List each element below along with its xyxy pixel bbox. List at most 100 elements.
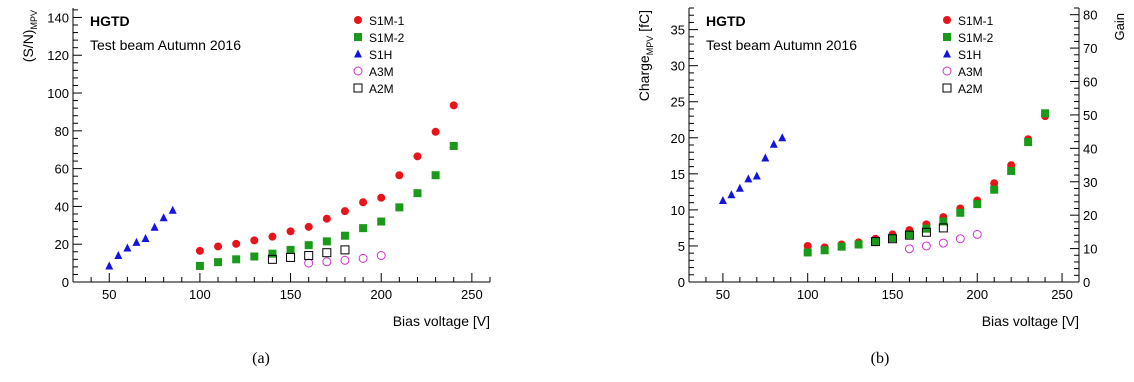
data-point bbox=[286, 227, 295, 236]
data-point bbox=[195, 246, 204, 255]
x-axis-title: Bias voltage [V] bbox=[982, 313, 1079, 329]
y2-tick-label: 70 bbox=[1083, 41, 1097, 56]
data-point bbox=[359, 198, 368, 207]
y2-tick-label: 20 bbox=[1083, 208, 1097, 223]
data-point bbox=[820, 246, 829, 255]
y-tick-label: 40 bbox=[55, 199, 69, 214]
data-point bbox=[921, 227, 931, 237]
data-point bbox=[904, 230, 914, 240]
data-point bbox=[956, 208, 965, 217]
data-point bbox=[214, 242, 223, 251]
data-point bbox=[1041, 109, 1050, 118]
data-point bbox=[431, 127, 440, 136]
series-s1h bbox=[718, 133, 787, 205]
data-point bbox=[718, 196, 727, 205]
y-tick-label: 25 bbox=[671, 95, 685, 110]
data-point bbox=[727, 190, 736, 199]
y-axis-title-unit: [fC] bbox=[636, 10, 652, 32]
legend-marker-a3m bbox=[942, 66, 952, 76]
data-point bbox=[837, 242, 846, 251]
data-point bbox=[286, 252, 296, 262]
data-point bbox=[377, 193, 386, 202]
y-axis-title: ChargeMPV [fC] bbox=[636, 10, 655, 101]
data-point bbox=[735, 183, 744, 192]
legend-label: A3M bbox=[369, 65, 394, 79]
data-point bbox=[359, 224, 368, 233]
data-point bbox=[449, 101, 458, 110]
data-point bbox=[322, 248, 332, 258]
data-point bbox=[214, 258, 223, 267]
data-point bbox=[888, 234, 897, 243]
y-tick-label: 140 bbox=[47, 10, 69, 25]
x-tick-label: 250 bbox=[1051, 287, 1073, 302]
data-point bbox=[304, 222, 313, 231]
data-point bbox=[250, 236, 259, 245]
data-point bbox=[268, 232, 277, 241]
data-point bbox=[376, 251, 386, 261]
data-point bbox=[268, 249, 277, 258]
data-point bbox=[778, 133, 787, 142]
data-point bbox=[395, 203, 404, 212]
data-point bbox=[114, 251, 123, 260]
y-tick-label: 120 bbox=[47, 48, 69, 63]
data-point bbox=[854, 240, 863, 249]
annotation-experiment: HGTD bbox=[90, 13, 130, 29]
legend-label: S1M-2 bbox=[958, 31, 994, 45]
x-tick-label: 50 bbox=[102, 287, 116, 302]
y-axis-title-subscript: MPV bbox=[29, 10, 39, 30]
data-point bbox=[286, 245, 295, 254]
data-point bbox=[871, 237, 881, 247]
y-axis-title-main: (S/N) bbox=[20, 30, 36, 63]
legend-label: A3M bbox=[958, 65, 983, 79]
y2-tick-label: 80 bbox=[1083, 8, 1097, 23]
x-axis-title: Bias voltage [V] bbox=[393, 313, 490, 329]
y-tick-label: 20 bbox=[55, 237, 69, 252]
legend-label: S1M-2 bbox=[369, 31, 405, 45]
data-point bbox=[322, 237, 331, 246]
y-axis-title: (S/N)MPV bbox=[20, 10, 39, 62]
y-tick-label: 35 bbox=[671, 23, 685, 38]
data-point bbox=[972, 229, 982, 239]
data-point bbox=[159, 213, 168, 222]
data-point bbox=[232, 239, 241, 248]
x-tick-label: 100 bbox=[189, 287, 211, 302]
series-s1m-2 bbox=[803, 109, 1050, 257]
data-point bbox=[232, 255, 241, 264]
data-point bbox=[938, 223, 948, 233]
chart-panel-b: 50 100 150 200 250 0 5 10 15 20 25 30 35 0 10 20 30 40 50 6… bbox=[636, 7, 1127, 329]
data-point bbox=[973, 200, 982, 209]
legend-marker-a3m bbox=[353, 66, 363, 76]
data-point bbox=[1007, 166, 1016, 175]
data-point bbox=[752, 171, 761, 180]
data-point bbox=[105, 261, 114, 270]
data-point bbox=[955, 234, 965, 244]
data-point bbox=[921, 241, 931, 251]
legend-label: S1M-1 bbox=[958, 14, 994, 28]
legend-label: A2M bbox=[958, 82, 983, 96]
legend-label: S1M-1 bbox=[369, 14, 405, 28]
legend-marker-a2m bbox=[353, 83, 363, 93]
y-tick-label: 20 bbox=[671, 131, 685, 146]
legend-marker-s1m-1 bbox=[354, 16, 362, 24]
data-point bbox=[132, 237, 141, 246]
data-point bbox=[990, 179, 999, 188]
legend-marker-s1m-1 bbox=[943, 16, 951, 24]
series-a2m bbox=[267, 245, 350, 264]
x-tick-label: 150 bbox=[280, 287, 302, 302]
legend-marker-s1m-2 bbox=[943, 33, 951, 41]
data-point bbox=[304, 258, 314, 268]
data-point bbox=[267, 254, 277, 264]
data-point bbox=[340, 231, 349, 240]
y-tick-label: 60 bbox=[55, 162, 69, 177]
data-point bbox=[168, 205, 177, 214]
series-s1m-1 bbox=[195, 101, 458, 255]
data-point bbox=[195, 261, 204, 270]
panel-caption: (b) bbox=[871, 350, 890, 367]
y2-tick-label: 0 bbox=[1083, 275, 1090, 290]
y-tick-label: 10 bbox=[671, 203, 685, 218]
y2-tick-label: 10 bbox=[1083, 242, 1097, 257]
data-point bbox=[377, 217, 386, 226]
data-point bbox=[744, 174, 753, 183]
data-point bbox=[150, 222, 159, 231]
